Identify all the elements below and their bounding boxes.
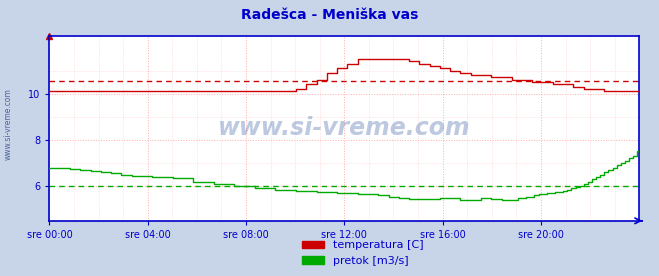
Text: www.si-vreme.com: www.si-vreme.com	[218, 116, 471, 140]
Text: Radešca - Meniška vas: Radešca - Meniška vas	[241, 8, 418, 22]
Text: www.si-vreme.com: www.si-vreme.com	[3, 88, 13, 160]
Legend: temperatura [C], pretok [m3/s]: temperatura [C], pretok [m3/s]	[297, 236, 428, 270]
